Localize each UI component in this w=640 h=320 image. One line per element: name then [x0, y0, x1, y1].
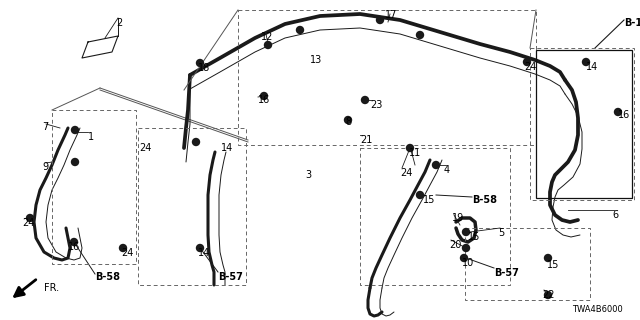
- Circle shape: [344, 116, 351, 124]
- Circle shape: [463, 244, 470, 252]
- Circle shape: [196, 60, 204, 67]
- Text: 8: 8: [345, 117, 351, 127]
- Text: 19: 19: [452, 213, 464, 223]
- Text: 9: 9: [42, 162, 48, 172]
- Text: TWA4B6000: TWA4B6000: [572, 305, 623, 314]
- Text: 24: 24: [139, 143, 152, 153]
- Circle shape: [463, 228, 470, 236]
- Text: 16: 16: [618, 110, 630, 120]
- Text: 11: 11: [409, 148, 421, 158]
- Circle shape: [196, 244, 204, 252]
- Text: 24: 24: [524, 62, 536, 72]
- Circle shape: [376, 17, 383, 23]
- Text: FR.: FR.: [44, 283, 59, 293]
- Text: 14: 14: [586, 62, 598, 72]
- Text: B-57: B-57: [494, 268, 519, 278]
- Text: 1: 1: [88, 132, 94, 142]
- Bar: [52, 110, 136, 264]
- Circle shape: [614, 108, 621, 116]
- Circle shape: [406, 145, 413, 151]
- Circle shape: [545, 254, 552, 261]
- Text: 6: 6: [612, 210, 618, 220]
- Circle shape: [26, 214, 33, 221]
- Text: B-57: B-57: [218, 272, 243, 282]
- Circle shape: [433, 162, 440, 169]
- Circle shape: [72, 158, 79, 165]
- Text: B-58: B-58: [95, 272, 120, 282]
- Circle shape: [72, 126, 79, 133]
- Text: 5: 5: [498, 228, 504, 238]
- Circle shape: [524, 59, 531, 66]
- Circle shape: [193, 139, 200, 146]
- Text: 15: 15: [468, 232, 481, 242]
- Text: 24: 24: [400, 168, 412, 178]
- Text: 10: 10: [462, 258, 474, 268]
- Text: 20: 20: [449, 240, 461, 250]
- Circle shape: [264, 42, 271, 49]
- Text: 14: 14: [198, 248, 211, 258]
- Text: 18: 18: [198, 63, 211, 73]
- Text: 22: 22: [542, 290, 554, 300]
- Circle shape: [362, 97, 369, 103]
- Text: 16: 16: [68, 242, 80, 252]
- Text: B-58: B-58: [472, 195, 497, 205]
- Text: 24: 24: [22, 218, 35, 228]
- Circle shape: [417, 31, 424, 38]
- Bar: [238, 10, 536, 145]
- Text: 23: 23: [370, 100, 382, 110]
- Text: 15: 15: [423, 195, 435, 205]
- Bar: [536, 50, 632, 198]
- Text: B-17-20: B-17-20: [624, 18, 640, 28]
- Text: 2: 2: [116, 18, 122, 28]
- Circle shape: [545, 292, 552, 299]
- Text: 7: 7: [42, 122, 48, 132]
- Text: 24: 24: [121, 248, 133, 258]
- Circle shape: [260, 92, 268, 100]
- Bar: [530, 48, 634, 200]
- Text: 21: 21: [360, 135, 372, 145]
- Text: 16: 16: [258, 95, 270, 105]
- Circle shape: [296, 27, 303, 34]
- Text: 17: 17: [385, 10, 397, 20]
- Text: 15: 15: [547, 260, 559, 270]
- Bar: [360, 148, 510, 285]
- Circle shape: [70, 238, 77, 245]
- Circle shape: [582, 59, 589, 66]
- Bar: [465, 228, 590, 300]
- Text: 4: 4: [444, 165, 450, 175]
- Circle shape: [120, 244, 127, 252]
- Text: 13: 13: [310, 55, 323, 65]
- Circle shape: [461, 254, 467, 261]
- Bar: [138, 128, 246, 285]
- Text: 12: 12: [261, 32, 273, 42]
- Text: 3: 3: [305, 170, 311, 180]
- Text: 14: 14: [221, 143, 233, 153]
- Circle shape: [417, 191, 424, 198]
